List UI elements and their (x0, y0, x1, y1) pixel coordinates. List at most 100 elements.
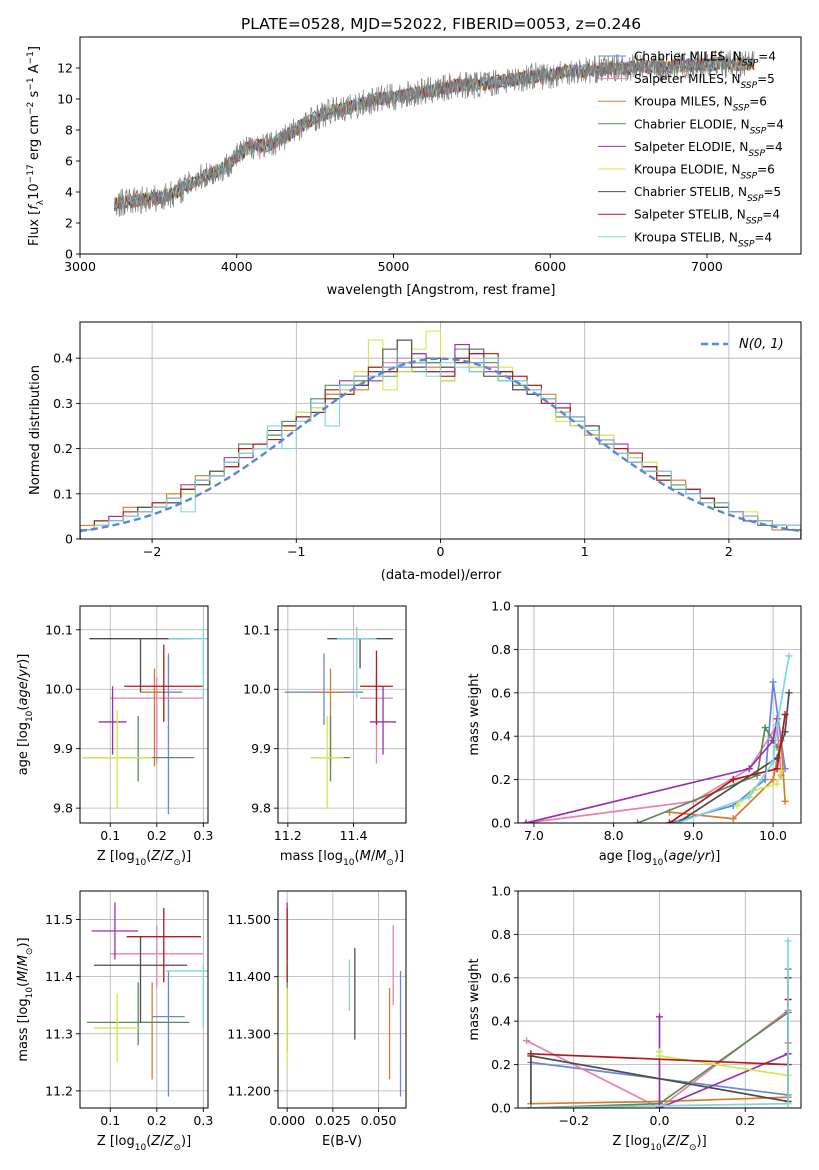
panel-spectrum: 3000 4000 5000 6000 7000 0 2 4 6 8 10 12 (57, 36, 802, 274)
y-tick-label: 10.1 (243, 622, 271, 637)
plot-area (86, 902, 208, 1097)
axes-frame (79, 890, 209, 1109)
x-tick-label: 0.1 (100, 1113, 120, 1128)
weight-marker (781, 711, 789, 718)
errorbar-point (152, 970, 185, 1097)
errorbar-point (126, 908, 202, 983)
y-tick-label: 0.2 (53, 441, 73, 456)
legend-label: Salpeter STELIB, NSSP=4 (634, 208, 780, 227)
y-tick-label: 9.8 (251, 801, 271, 816)
weight-marker (773, 780, 781, 788)
y-tick-label: 11.200 (227, 1083, 271, 1098)
errorbar-point (98, 686, 127, 755)
errorbar-point (110, 677, 204, 764)
gaussian-curve (80, 357, 801, 533)
legend-label: Kroupa ELODIE, NSSP=6 (634, 163, 775, 182)
x-tick-label: 7.0 (524, 828, 544, 843)
weight-marker (769, 776, 777, 784)
weight-marker (769, 758, 777, 766)
histogram-kroupa_stelib (80, 357, 801, 539)
weight-marker (656, 1052, 663, 1060)
x-axis-label: Z [log10(Z/Z⊙)] (612, 1134, 706, 1153)
axes-frame (79, 36, 802, 255)
chart-title: PLATE=0528, MJD=52022, FIBERID=0053, z=0… (241, 15, 641, 33)
weight-marker (781, 797, 789, 805)
y-tick-label: 11.3 (45, 1026, 73, 1041)
weight-marker (733, 802, 741, 810)
errorbar-point (82, 710, 153, 809)
y-tick-label: 11.5 (45, 912, 73, 927)
y-axis-label: mass weight (467, 958, 482, 1040)
y-tick-label: 4 (65, 185, 73, 200)
plot-area (284, 626, 397, 809)
x-tick-label: 0.1 (100, 828, 120, 843)
x-tick-label: 3000 (64, 259, 96, 274)
x-tick-label: 5000 (378, 259, 410, 274)
errorbar-point (86, 982, 190, 1046)
x-tick-label: 4000 (221, 259, 253, 274)
y-axis-label: mass [log10(M/M⊙)] (16, 937, 35, 1061)
y-tick-label: 12 (57, 61, 73, 76)
weight-marker (673, 819, 681, 823)
x-tick-label: −0.2 (559, 1113, 589, 1128)
y-tick-label: 11.4 (45, 969, 73, 984)
errorbar-point (154, 653, 183, 815)
panel-weight_vs_Z: −0.2 0.0 0.2 0.0 0.2 0.4 0.6 0.8 1.0 (491, 884, 802, 1128)
weight-marker (527, 1050, 535, 1058)
y-tick-label: 9.9 (251, 741, 271, 756)
x-axis-label: wavelength [Angstrom, rest frame] (327, 283, 556, 298)
y-tick-label: 0.4 (491, 729, 511, 744)
weight-marker (784, 1100, 792, 1108)
y-tick-label: 10.0 (45, 682, 73, 697)
axes-frame (517, 605, 802, 824)
y-tick-label: 11.300 (227, 1026, 271, 1041)
weight-marker (522, 819, 530, 823)
x-axis-label: mass [log10(M/M⊙)] (280, 849, 404, 868)
weight-marker (665, 819, 673, 823)
x-tick-label: 0.3 (193, 828, 213, 843)
x-tick-label: 0.000 (269, 1113, 305, 1128)
y-tick-label: 2 (65, 216, 73, 231)
weight-marker (527, 1104, 535, 1108)
plot-area (114, 49, 755, 217)
weight-marker (634, 819, 642, 823)
errorbar-point (327, 638, 393, 669)
errorbar-point (110, 925, 204, 989)
y-tick-label: 0.8 (491, 927, 511, 942)
weight-marker (773, 721, 781, 729)
x-tick-label: 11.2 (274, 828, 302, 843)
x-tick-label: 8.0 (604, 828, 624, 843)
panel-age_vs_mass: 11.2 11.4 9.8 9.9 10.0 10.1 (243, 605, 407, 843)
plot-area (286, 902, 402, 1097)
y-tick-label: 9.8 (53, 801, 73, 816)
weight-marker (777, 767, 785, 775)
x-tick-label: −1 (287, 544, 305, 559)
weight-marker (523, 1037, 531, 1045)
errorbar-point (93, 936, 188, 1023)
panel-mass_vs_EBV: 0.000 0.025 0.050 11.200 11.300 11.400 11.500 (227, 890, 407, 1128)
legend-label: Kroupa STELIB, NSSP=4 (634, 230, 772, 249)
errorbar-point (89, 638, 192, 693)
errorbar-point (91, 902, 139, 960)
y-tick-label: 11.2 (45, 1083, 73, 1098)
x-tick-label: 10.0 (759, 828, 787, 843)
weight-marker (729, 776, 737, 784)
y-tick-label: 8 (65, 123, 73, 138)
y-tick-label: 0.6 (491, 970, 511, 985)
legend-label: N(0, 1) (739, 337, 784, 352)
y-tick-label: 1.0 (491, 599, 511, 614)
plot-area (80, 330, 801, 539)
plot-area (523, 937, 792, 1108)
y-tick-label: 0.6 (491, 685, 511, 700)
weight-line-salpeter_stelib (669, 714, 786, 823)
x-axis-label: E(B-V) (322, 1134, 362, 1149)
weight-marker (761, 776, 769, 784)
errorbar-point (138, 982, 167, 1080)
weight-marker (729, 815, 737, 823)
y-tick-label: 0.8 (491, 642, 511, 657)
errorbar-point (337, 626, 377, 699)
y-axis-label: Flux [fλ10−17 erg cm−2 s−1 A−1] (26, 46, 46, 246)
axes-frame (277, 890, 407, 1109)
legend-label: Salpeter ELODIE, NSSP=4 (634, 140, 783, 159)
panel-weight_vs_age: 7.0 8.0 9.0 10.0 0.0 0.2 0.4 0.6 0.8 1.0 (491, 599, 802, 843)
